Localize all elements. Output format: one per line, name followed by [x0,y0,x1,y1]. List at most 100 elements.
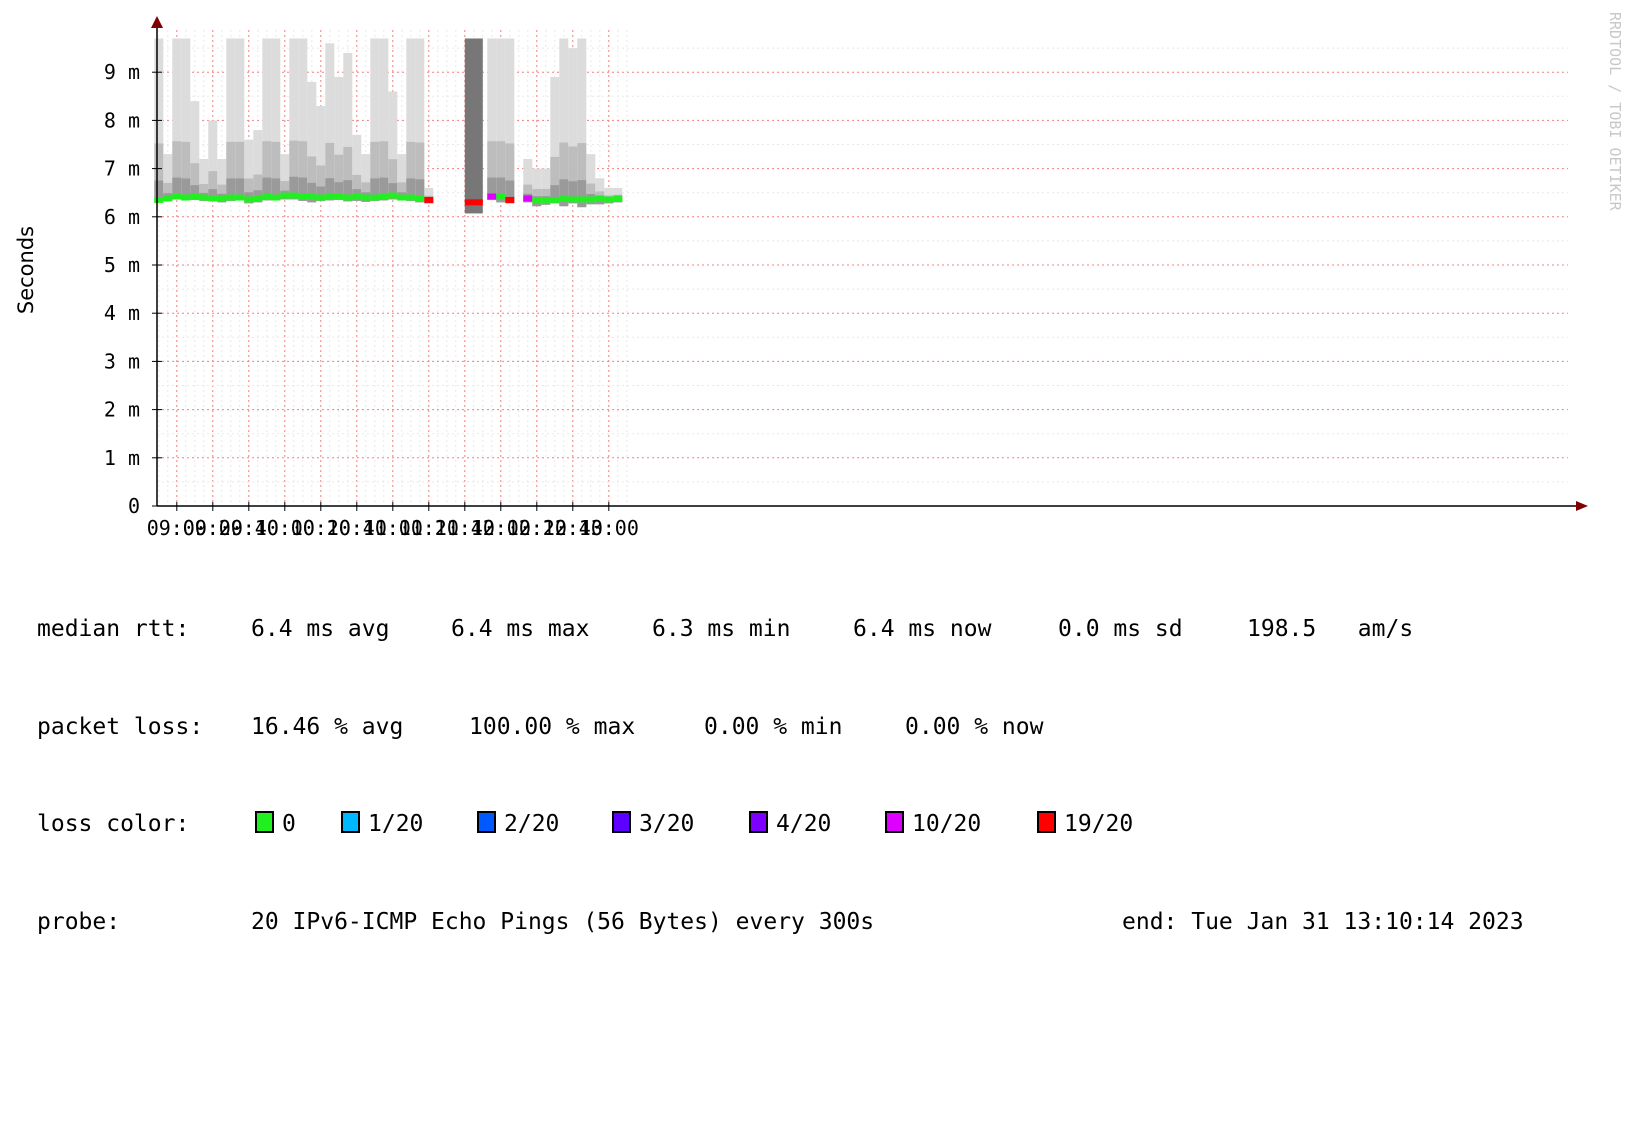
median-point [307,193,317,200]
median-point [388,192,398,199]
legend-probe-row: probe: 20 IPv6-ICMP Echo Pings (56 Bytes… [37,906,1524,939]
y-tick-label: 8 m [104,108,140,132]
median-point [577,196,587,203]
smoke-bar [289,38,299,200]
legend: median rtt: 6.4 ms avg 6.4 ms max 6.3 ms… [37,548,1524,971]
median-point [568,196,578,203]
median-point [244,196,254,203]
x-tick-label: 10:20 [291,516,351,540]
smoke-bar-inner [388,159,398,200]
smoke-bar-inner [586,183,596,205]
smoke-bar [370,38,380,201]
smoke-bar [316,105,326,201]
median-point [217,195,227,202]
median-point [424,196,434,203]
loss-color-label: loss color: [37,811,190,837]
smoke-bar-inner [487,141,497,200]
median-point [199,194,209,201]
loss-color-swatch [341,811,360,833]
median-point [523,195,533,202]
median-point [253,195,263,202]
smoke-bar [397,154,407,201]
smoke-bar-inner [550,156,560,204]
smoke-bar-core [415,179,425,203]
smoke-bar-inner [289,140,299,200]
smoke-bar [235,38,245,201]
smoke-bar-core [172,177,182,200]
smoke-bar-core [334,182,344,200]
median-point [172,193,182,200]
y-tick-labels: 0 1 m 2 m 3 m 4 m 5 m 6 m 7 m 8 m 9 m [104,60,140,518]
median-point [289,192,299,199]
smoke-bar [577,38,587,208]
smoke-bar-inner [217,184,227,203]
median-rtt-max: 6.4 ms max [451,616,590,642]
median-point [370,194,380,201]
median-point [532,196,542,203]
smoke-bar-core [316,186,326,201]
smoke-bar [280,154,290,200]
x-tick-label: 11:40 [435,516,495,540]
smoke-bar [568,48,578,204]
smoke-bar-inner [577,143,587,208]
smoke-bar-inner [343,146,353,202]
median-rtt-sd: 0.0 ms sd [1058,616,1183,642]
loss-color-item: 3/20 [612,808,694,841]
loss-color-swatch [885,811,904,833]
median-point [586,196,596,203]
smoke-bar-inner [154,143,164,203]
smoke-bar-inner [523,184,533,203]
x-tick-label: 09:20 [183,516,243,540]
median-point [550,196,560,203]
x-tick-label: 10:00 [255,516,315,540]
smoke-bar-core [208,189,218,202]
packet-loss-label: packet loss: [37,713,204,740]
smoke-bar-inner [262,141,272,201]
loss-color-item: 19/20 [1037,808,1133,841]
y-tick-label: 2 m [104,398,140,422]
smoke-bar-core [343,180,353,202]
y-tick-label: 6 m [104,205,140,229]
packet-loss-now: 0.00 % now [905,713,1044,740]
median-point [604,196,614,203]
median-point [235,194,245,201]
packet-loss-max: 100.00 % max [469,713,636,740]
smoke-bar [541,168,551,205]
smoke-bar-inner [199,184,209,201]
smoke-bar-core [226,178,236,201]
median-point [352,193,362,200]
loss-color-item: 2/20 [477,808,559,841]
smoke-bar-inner [253,174,263,203]
smoke-bar [496,38,506,203]
median-point [415,195,425,202]
smoke-bar-inner [226,141,236,201]
smoke-bar-core [235,178,245,201]
smoke-bar-core [388,183,398,200]
smoke-bar-core [289,176,299,200]
median-rtt-avg: 6.4 ms avg [251,616,390,642]
median-point [464,199,483,206]
smokeping-chart: 01 m2 m3 m4 m5 m6 m7 m8 m9 m 09:0009:200… [104,16,1588,540]
smoke-bar-inner [235,141,245,201]
smoke-bar-inner [406,141,416,201]
smoke-bar [532,168,542,207]
smoke-bar [523,158,533,203]
loss-color-swatch [749,811,768,833]
median-point [613,195,623,202]
median-point [595,195,605,202]
smoke-bar-core [370,178,380,201]
smoke-bar-core [577,180,587,208]
y-tick-label: 0 [128,494,140,518]
smoke-bar [253,130,263,203]
smoke-bar-inner [334,154,344,200]
smoke-bar [325,43,335,201]
probe-text: 20 IPv6-ICMP Echo Pings (56 Bytes) every… [251,908,875,935]
legend-median-rtt-row: median rtt: 6.4 ms avg 6.4 ms max 6.3 ms… [37,613,1413,646]
x-tick-label: 09:40 [219,516,279,540]
smoke-bar [208,120,218,202]
median-point [325,193,335,200]
smoke-bar [307,81,317,203]
median-point [208,195,218,202]
smoke-bar-inner [352,174,362,201]
median-point [163,195,173,202]
